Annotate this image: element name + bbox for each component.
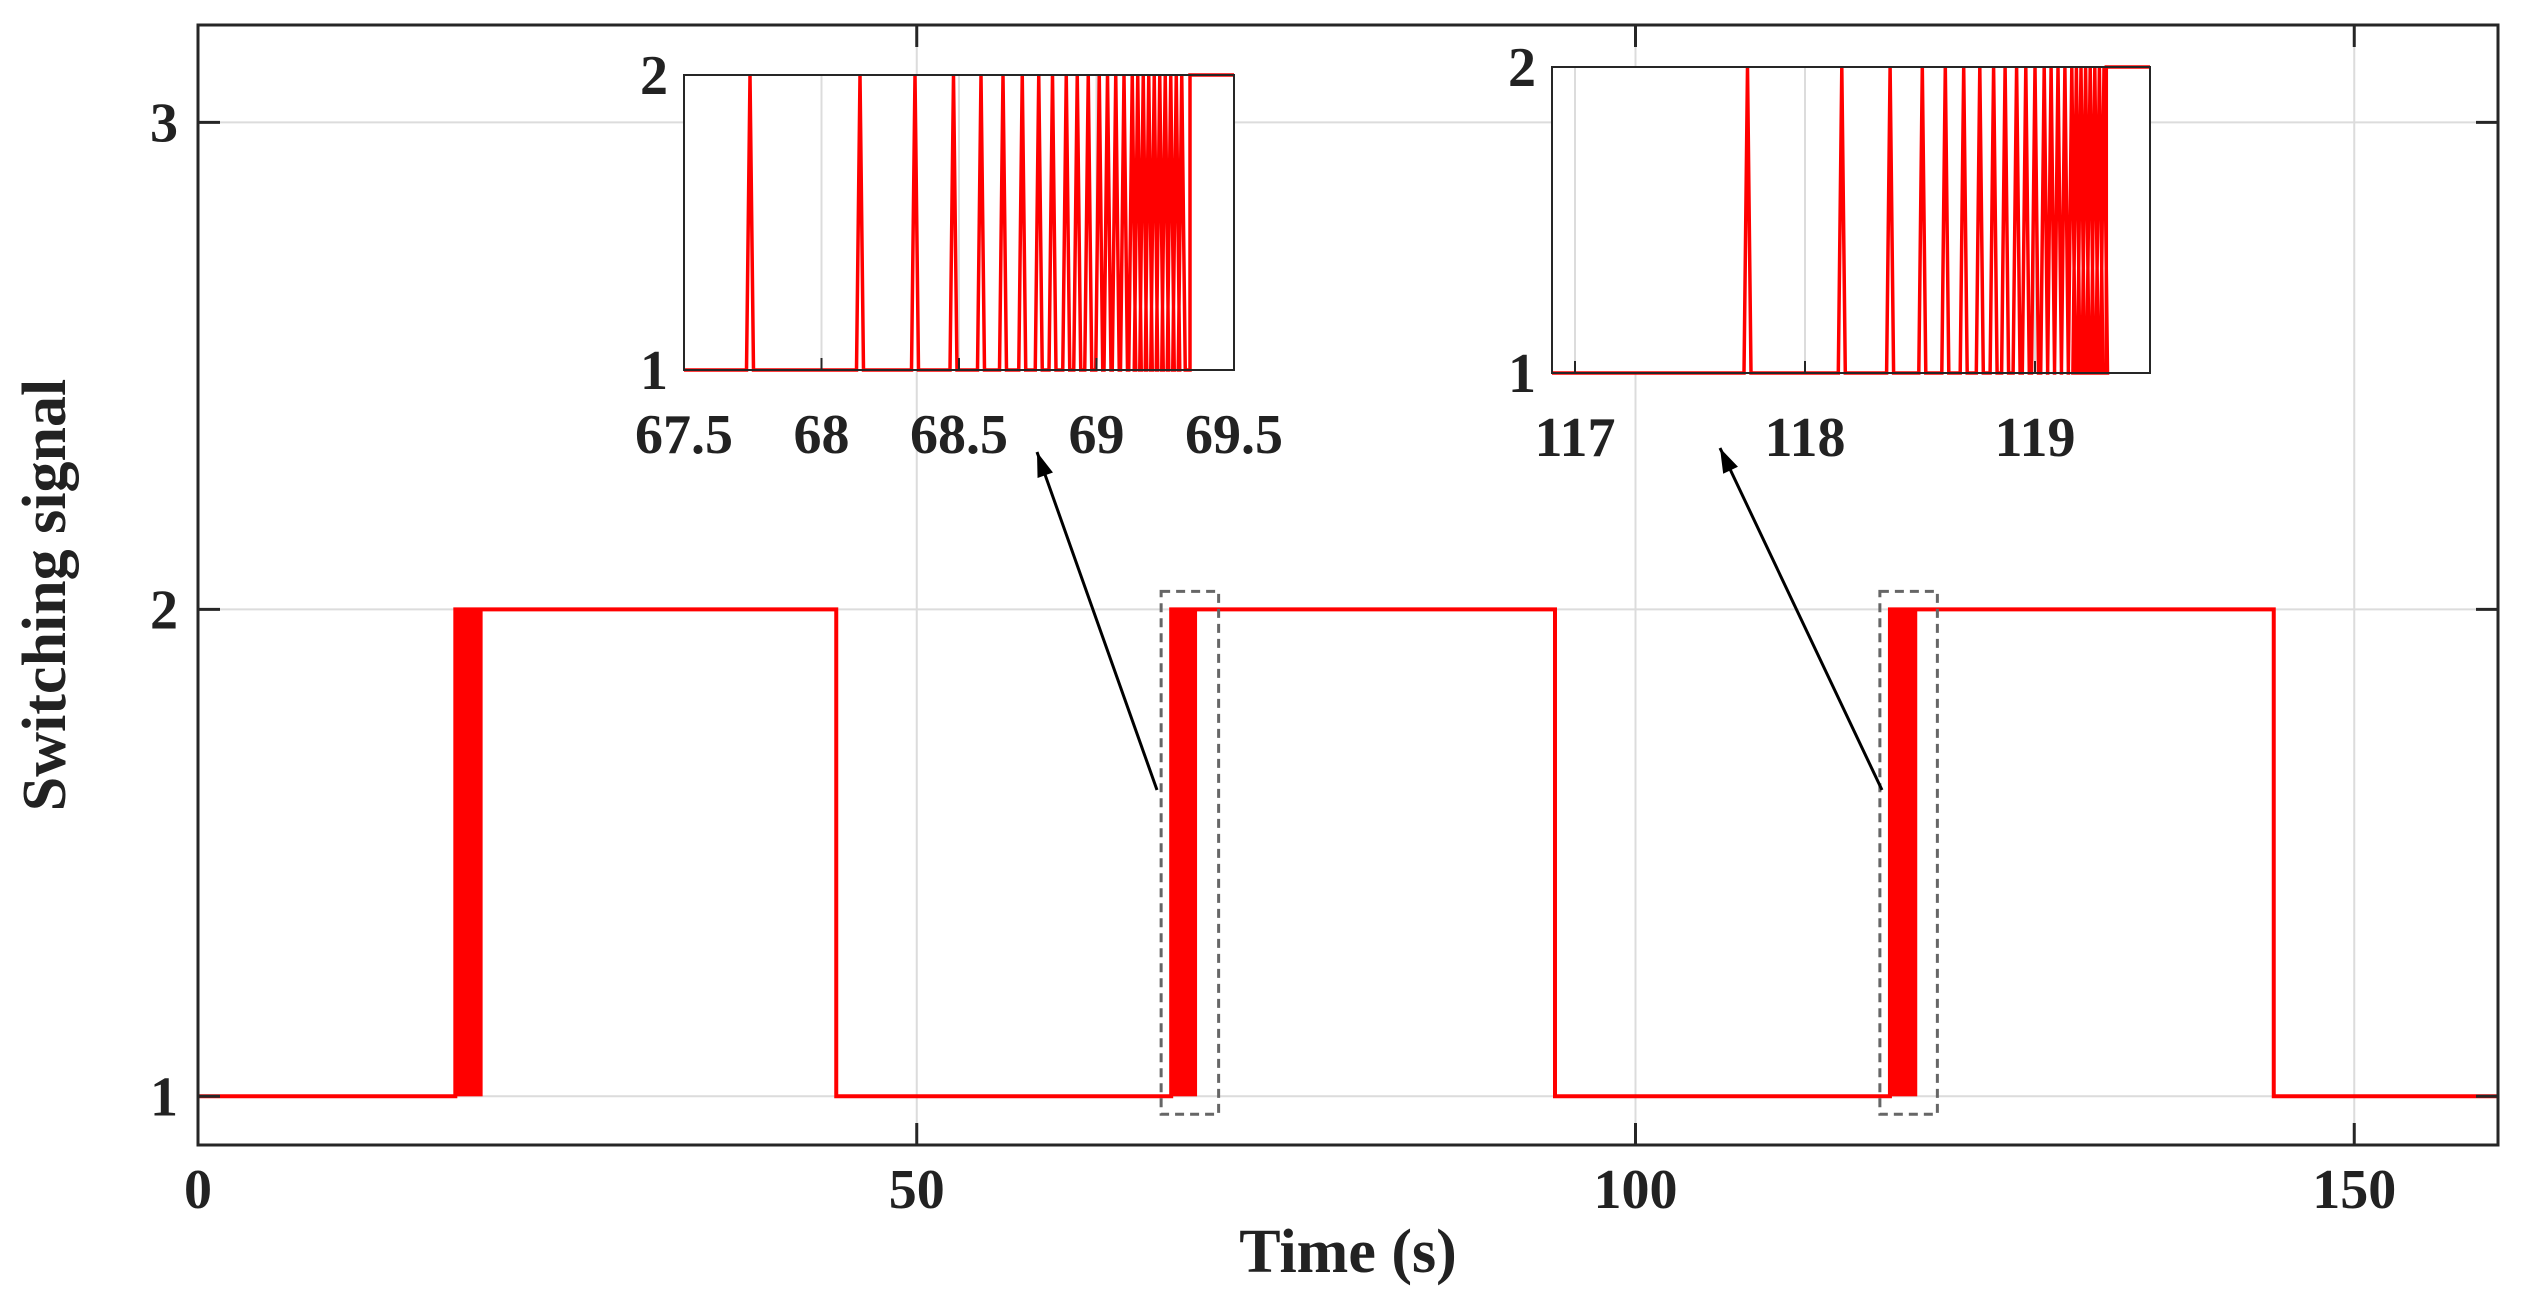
x-tick-label: 150 [2312, 1159, 2396, 1221]
x-tick-label: 50 [889, 1159, 945, 1221]
inset-y-tick-label: 2 [1508, 37, 1536, 99]
inset-x-tick-label: 119 [1995, 407, 2076, 469]
y-tick-label: 2 [150, 579, 178, 641]
chatter-band [455, 609, 483, 1097]
inset-x-tick-label: 69.5 [1185, 404, 1283, 466]
inset-2-frame [1551, 66, 2151, 374]
zoom-arrow-head [1720, 448, 1738, 474]
inset-x-tick-label: 118 [1765, 407, 1846, 469]
zoom-arrows [1035, 447, 1884, 791]
chatter-band [1171, 609, 1198, 1097]
y-axis-label: Switching signal [11, 379, 79, 811]
inset-x-tick-label: 69 [1069, 404, 1125, 466]
inset-y-tick-label: 1 [1508, 343, 1536, 405]
inset-2-ticks: 117 118 119 1 2 [1508, 37, 2075, 469]
inset-y-tick-label: 1 [640, 340, 668, 402]
x-tick-label: 100 [1594, 1159, 1678, 1221]
y-tick-label: 3 [150, 92, 178, 154]
inset-2: 117 118 119 1 2 [1508, 37, 2151, 469]
inset-signal-line [684, 73, 1234, 372]
x-tick-label: 0 [184, 1159, 212, 1221]
inset-1-series [684, 73, 1234, 372]
inset-x-tick-label: 117 [1535, 407, 1616, 469]
x-axis-label: Time (s) [1239, 1218, 1457, 1286]
inset-1-ticks: 67.5 68 68.5 69 69.5 1 2 [635, 45, 1283, 466]
main-plot-frame [196, 23, 2500, 1147]
zoom-box [1878, 589, 1939, 1116]
zoom-box [1159, 589, 1221, 1116]
inset-x-tick-label: 68 [794, 404, 850, 466]
chatter-band [1889, 609, 1918, 1097]
zoom-arrow-line [1035, 451, 1159, 791]
inset-x-tick-label: 68.5 [910, 404, 1008, 466]
inset-x-tick-label: 67.5 [635, 404, 733, 466]
zoom-arrow-head [1037, 452, 1053, 478]
zoom-arrow-line [1718, 447, 1884, 791]
y-tick-label: 1 [150, 1066, 178, 1128]
inset-y-tick-label: 2 [640, 45, 668, 107]
main-ticks: 0 50 100 150 1 2 3 [150, 25, 2498, 1221]
zoom-boxes [1159, 589, 1939, 1116]
inset-1: 67.5 68 68.5 69 69.5 1 2 [635, 45, 1283, 466]
main-series [198, 607, 2498, 1099]
